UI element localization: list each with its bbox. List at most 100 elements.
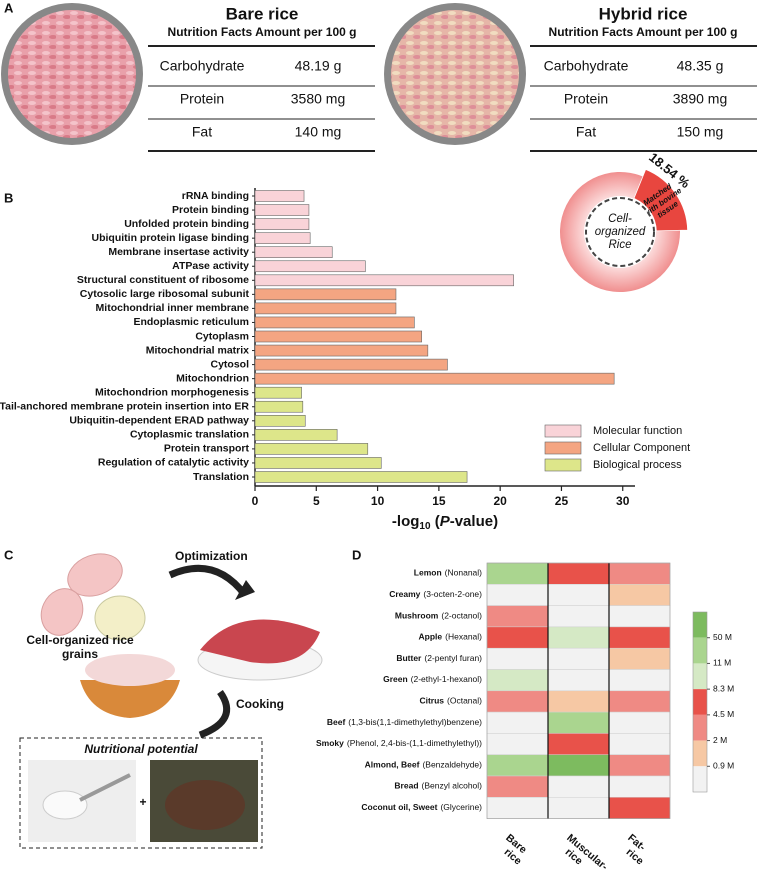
category-label: Mitochondrion morphogenesis: [95, 386, 249, 398]
category-label: Protein binding: [172, 204, 249, 216]
category-label: Ubiquitin protein ligase binding: [92, 232, 250, 244]
center-label: organized: [595, 226, 646, 238]
legend-swatch: [544, 458, 582, 472]
row-label: Lemon (Nonanal): [414, 568, 482, 578]
heatmap-cell: [486, 711, 549, 734]
row-compound: (Phenol, 2,4-bis-(1,1-dimethylethyl)): [347, 738, 482, 748]
heatmap-cell: [608, 754, 671, 777]
table-subtitle: Nutrition Facts Amount per 100 g: [549, 25, 738, 39]
bar: [254, 316, 415, 329]
category-label: Translation: [193, 471, 249, 483]
row-label: Green (2-ethyl-1-hexanol): [383, 674, 482, 684]
bar: [254, 302, 397, 315]
row-name: Almond, Beef: [365, 760, 420, 770]
x-tick-label: 10: [371, 494, 385, 508]
bar: [254, 457, 382, 469]
colorbar-label: 4.5 M: [713, 709, 734, 719]
heatmap-cell: [547, 797, 610, 819]
heatmap-cell: [547, 562, 610, 585]
row-value: 48.35 g: [677, 58, 724, 74]
row-name: Apple: [419, 632, 443, 642]
category-label: Membrane insertase activity: [108, 246, 249, 258]
annotation: Cell-organized rice: [26, 633, 134, 647]
x-label-part: -log: [392, 513, 420, 530]
heatmap-cell: [547, 626, 610, 649]
heatmap-cell: [608, 690, 671, 713]
row-compound: (2-ethyl-1-hexanol): [411, 674, 483, 684]
heatmap-cell: [486, 562, 549, 585]
heatmap-cell: [486, 584, 549, 606]
bar: [254, 190, 305, 202]
panel-label: C: [4, 547, 14, 562]
heatmap-cell: [486, 605, 549, 628]
x-tick-label: 15: [432, 494, 446, 508]
illustration: [19, 553, 323, 849]
category-label: Protein transport: [164, 443, 250, 455]
colorbar-segment: [693, 740, 707, 767]
row-label: Citrus (Octanal): [419, 696, 482, 706]
row-label: Carbohydrate: [160, 58, 245, 74]
bar: [254, 330, 423, 343]
category-label: Ubiquitin-dependent ERAD pathway: [69, 415, 249, 427]
heatmap-cell: [608, 733, 671, 755]
heatmap-cell: [608, 775, 671, 798]
heatmap-cell: [547, 669, 610, 692]
row-label: Butter (2-pentyl furan): [396, 653, 482, 663]
category-label: Cytosolic large ribosomal subunit: [80, 288, 250, 300]
annotation: +: [139, 795, 146, 809]
row-value: 48.19 g: [295, 58, 342, 74]
row-value: 3580 mg: [291, 91, 345, 107]
category-label: Cytoplasm: [195, 330, 249, 342]
row-compound: (Benzyl alcohol): [422, 781, 483, 791]
heatmap-cell: [608, 605, 671, 628]
heatmap-cell: [547, 647, 610, 670]
category-label: Structural constituent of ribosome: [77, 274, 249, 286]
x-tick-label: 0: [252, 494, 259, 508]
row-name: Bread: [394, 781, 418, 791]
panel-label: D: [352, 547, 361, 562]
heatmap-cell: [486, 797, 549, 819]
row-compound: (Glycerine): [440, 802, 482, 812]
center-label: Rice: [608, 239, 631, 251]
legend-label: Cellular Component: [593, 442, 690, 454]
bar: [254, 372, 615, 385]
annotation: Cooking: [236, 697, 284, 711]
donut-center: [585, 197, 655, 267]
colorbar-segment: [693, 766, 707, 792]
heatmap-cell: [608, 669, 671, 692]
category-label: Regulation of catalytic activity: [98, 457, 249, 469]
category-label: Mitochondrial inner membrane: [96, 302, 250, 314]
x-axis-label: -log10 (P-value): [392, 513, 498, 532]
heatmap-cell: [547, 584, 610, 606]
donut-slice: [632, 167, 689, 232]
heatmap-cell: [608, 562, 671, 585]
row-label: Protein: [180, 91, 224, 107]
panel-label: B: [4, 190, 13, 205]
heatmap-cell: [608, 797, 671, 819]
x-label-part: 10: [419, 521, 431, 532]
bar: [254, 232, 311, 244]
colorbar-segment: [693, 612, 707, 638]
row-compound: (Benzaldehyde): [422, 760, 482, 770]
row-label: Mushroom (2-octanol): [395, 611, 482, 621]
bar: [254, 274, 514, 287]
category-label: Unfolded protein binding: [124, 218, 249, 230]
colorbar-label: 2 M: [713, 735, 727, 745]
row-name: Creamy: [389, 589, 420, 599]
heatmap-cell: [547, 733, 610, 755]
heatmap-cell: [608, 626, 671, 649]
table-title: Hybrid rice: [599, 4, 688, 23]
row-name: Smoky: [316, 738, 344, 748]
category-label: Cytosol: [210, 358, 249, 370]
annotation: Optimization: [175, 549, 248, 563]
donut-slice: [560, 172, 681, 293]
row-value: 140 mg: [295, 124, 342, 140]
bar: [254, 429, 338, 441]
colorbar-label: 0.9 M: [713, 761, 734, 771]
bar: [254, 218, 310, 230]
x-label-part: (: [431, 513, 440, 530]
row-label: Fat: [576, 124, 596, 140]
row-label: Creamy (3-octen-2-one): [389, 589, 482, 599]
row-label: Almond, Beef (Benzaldehyde): [365, 760, 482, 770]
